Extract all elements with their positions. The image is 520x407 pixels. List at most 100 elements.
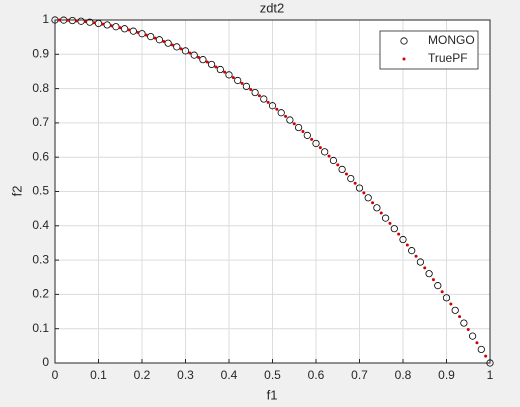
y-tick-label: 0.6 <box>32 149 49 163</box>
point <box>373 204 381 212</box>
x-tick-label: 0.1 <box>90 368 107 382</box>
point <box>231 76 235 80</box>
y-tick-label: 0.2 <box>32 287 49 301</box>
y-tick-label: 1 <box>42 12 49 26</box>
x-tick-label: 0.8 <box>395 368 412 382</box>
point <box>83 20 87 24</box>
point <box>294 123 303 132</box>
y-tick-label: 0 <box>42 355 49 369</box>
point <box>275 107 279 111</box>
point <box>162 39 166 43</box>
point <box>390 225 398 233</box>
point <box>355 184 364 192</box>
point <box>292 122 296 126</box>
point <box>155 36 163 44</box>
point <box>173 43 181 51</box>
point <box>223 70 227 74</box>
point <box>121 25 129 33</box>
y-axis-label: f2 <box>9 186 24 197</box>
point <box>477 345 485 354</box>
point <box>190 51 198 59</box>
y-tick-label: 0.9 <box>32 46 49 60</box>
point <box>468 332 477 340</box>
y-tick-label: 0.5 <box>32 184 49 198</box>
point <box>214 65 218 69</box>
point <box>266 100 270 104</box>
point <box>347 175 355 183</box>
point <box>460 319 468 327</box>
y-tick-label: 0.1 <box>32 321 49 335</box>
point <box>199 56 207 64</box>
point <box>92 21 96 25</box>
point <box>318 146 322 150</box>
point <box>399 235 407 244</box>
legend-label: MONGO <box>428 33 475 47</box>
point <box>205 60 209 64</box>
point <box>425 270 433 278</box>
point <box>484 354 488 358</box>
x-tick-label: 0.3 <box>177 368 194 382</box>
point <box>136 30 140 34</box>
point <box>327 154 331 158</box>
point <box>249 87 253 91</box>
point <box>170 43 174 47</box>
x-tick-label: 0.5 <box>264 368 281 382</box>
y-tick-label: 0.8 <box>32 81 49 95</box>
point <box>458 315 462 319</box>
point <box>431 278 435 282</box>
point <box>225 71 233 79</box>
point <box>286 116 294 124</box>
point <box>179 47 183 51</box>
x-tick-label: 0.9 <box>438 368 455 382</box>
point <box>129 27 137 35</box>
point <box>397 232 401 236</box>
x-tick-label: 0.6 <box>308 368 325 382</box>
point <box>344 172 348 176</box>
point <box>277 109 285 117</box>
point <box>434 282 442 290</box>
y-tick-label: 0.4 <box>32 218 49 232</box>
legend-label: TruePF <box>428 51 468 65</box>
point <box>284 114 288 118</box>
point <box>466 328 470 332</box>
point <box>268 102 277 110</box>
axes-box <box>54 19 491 364</box>
point <box>321 148 329 156</box>
point <box>260 95 268 103</box>
point <box>451 306 459 314</box>
legend-marker <box>402 57 406 61</box>
point <box>405 243 409 247</box>
point <box>414 254 418 258</box>
y-tick-label: 0.3 <box>32 252 49 266</box>
point <box>371 201 375 205</box>
point <box>381 214 390 222</box>
point <box>301 129 305 133</box>
point <box>257 94 261 98</box>
point <box>127 28 131 32</box>
point <box>147 33 155 41</box>
point <box>144 33 148 37</box>
point <box>416 258 424 266</box>
point <box>153 36 157 40</box>
point <box>234 76 242 85</box>
legend-box <box>379 30 479 70</box>
point <box>336 163 340 167</box>
x-tick-label: 0.7 <box>351 368 368 382</box>
point <box>164 39 172 47</box>
point <box>329 156 337 165</box>
point <box>475 341 479 345</box>
x-tick-label: 0.4 <box>221 368 238 382</box>
point <box>197 55 201 59</box>
point <box>208 60 216 69</box>
point <box>312 139 320 148</box>
point <box>362 191 366 195</box>
point <box>57 18 61 22</box>
point <box>310 137 314 141</box>
point <box>353 181 357 185</box>
point <box>101 22 105 26</box>
y-tick-label: 0.7 <box>32 115 49 129</box>
point <box>408 247 416 255</box>
point <box>181 47 190 55</box>
point <box>379 211 383 215</box>
point <box>66 18 70 22</box>
